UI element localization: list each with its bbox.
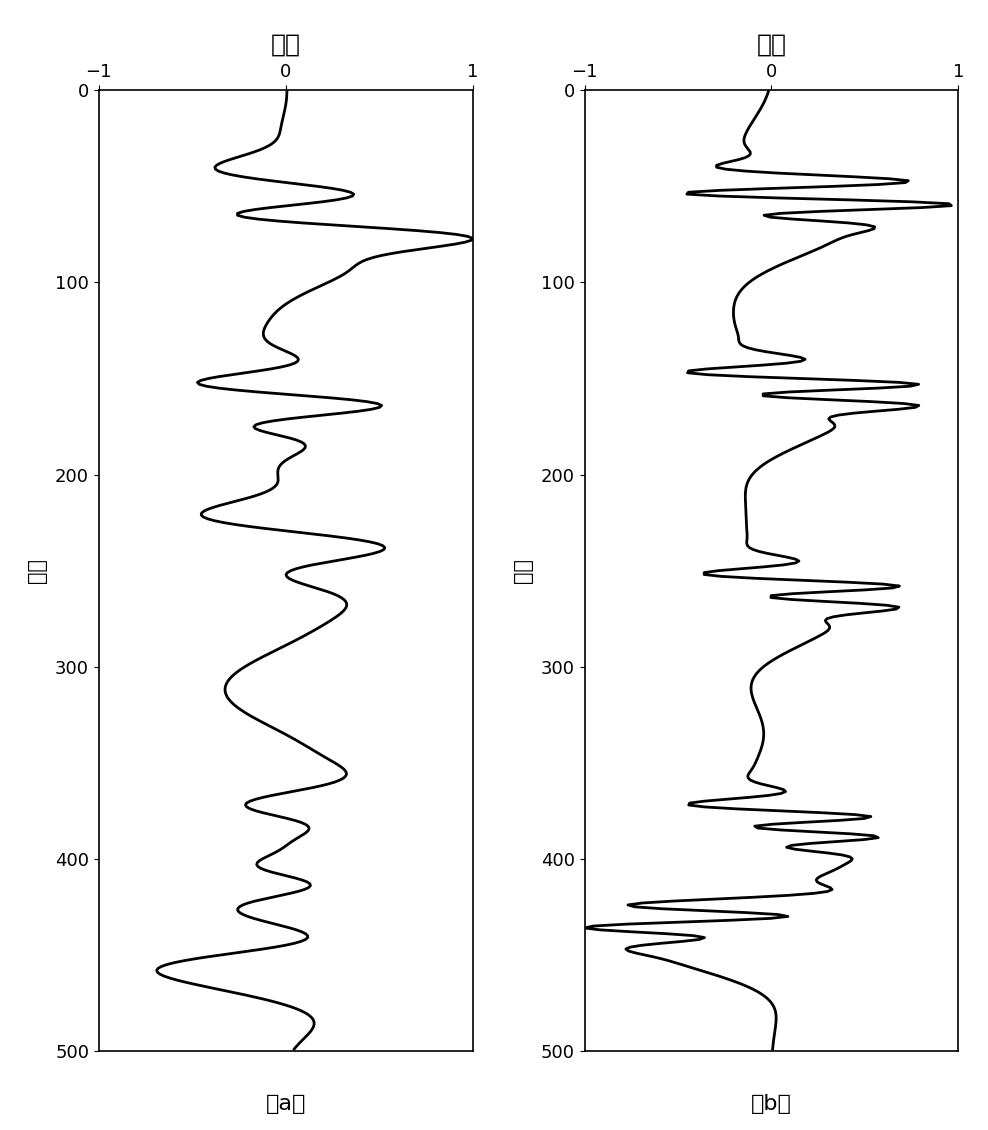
Text: （b）: （b） <box>751 1094 792 1114</box>
Y-axis label: 时间: 时间 <box>27 558 46 583</box>
X-axis label: 振幅: 振幅 <box>271 33 300 56</box>
Y-axis label: 时间: 时间 <box>513 558 533 583</box>
X-axis label: 振幅: 振幅 <box>757 33 786 56</box>
Text: （a）: （a） <box>266 1094 306 1114</box>
